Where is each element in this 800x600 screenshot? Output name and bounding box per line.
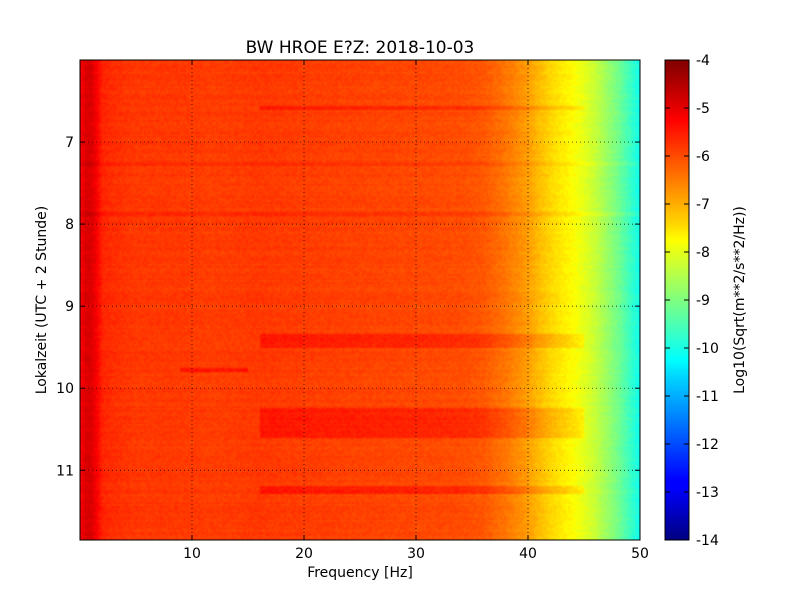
chart-title: BW HROE E?Z: 2018-10-03 bbox=[246, 38, 475, 58]
x-tick-label: 40 bbox=[519, 546, 537, 562]
colorbar-ticks: -4 -5 -6 -7 -8 -9 -10 -11 -12 -13 -14 bbox=[665, 53, 719, 549]
x-tick-label: 20 bbox=[295, 546, 313, 562]
y-tick-label: 9 bbox=[65, 299, 74, 315]
colorbar-tick-label: -13 bbox=[696, 485, 719, 501]
colorbar-tick-label: -9 bbox=[696, 293, 710, 309]
colorbar-tick-label: -6 bbox=[696, 149, 710, 165]
y-axis-ticks: 7 8 9 10 11 bbox=[56, 135, 640, 479]
y-tick-label: 10 bbox=[56, 381, 74, 397]
colorbar-tick-label: -7 bbox=[696, 197, 710, 213]
colorbar-tick-label: -14 bbox=[696, 533, 719, 549]
colorbar-tick-label: -5 bbox=[696, 101, 710, 117]
colorbar-tick-label: -8 bbox=[696, 245, 710, 261]
colorbar-tick-label: -10 bbox=[696, 341, 719, 357]
plot-frame bbox=[79, 59, 641, 541]
colorbar-tick-label: -12 bbox=[696, 437, 719, 453]
colorbar-tick-label: -4 bbox=[696, 53, 710, 69]
x-tick-label: 50 bbox=[631, 546, 649, 562]
x-axis-label: Frequency [Hz] bbox=[307, 565, 413, 581]
y-tick-label: 8 bbox=[65, 217, 74, 233]
y-tick-label: 11 bbox=[56, 463, 74, 479]
x-tick-label: 10 bbox=[183, 546, 201, 562]
y-axis-label: Lokalzeit (UTC + 2 Stunde) bbox=[34, 206, 50, 395]
spectrogram-heatmap bbox=[80, 60, 640, 540]
x-axis-ticks: 10 20 30 40 50 bbox=[183, 60, 649, 562]
colorbar-tick-label: -11 bbox=[696, 389, 719, 405]
x-tick-label: 30 bbox=[407, 546, 425, 562]
y-tick-label: 7 bbox=[65, 135, 74, 151]
colorbar-label: Log10(Sqrt(m**2/s**2/Hz)) bbox=[732, 206, 748, 394]
